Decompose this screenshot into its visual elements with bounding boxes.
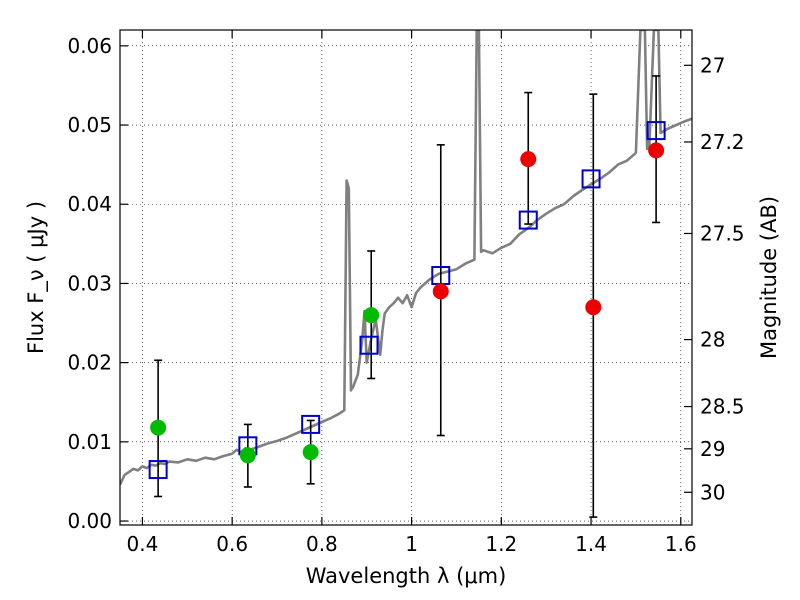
y-tick-label: 0.06 (67, 34, 112, 58)
x-axis-label: Wavelength λ (μm) (306, 564, 507, 588)
green-data-point (239, 447, 256, 464)
y-tick-label: 0.05 (67, 113, 112, 137)
green-data-point (363, 307, 380, 324)
model-square-point (581, 169, 601, 189)
y2-tick-label: 28.5 (700, 395, 745, 419)
y2-tick-label: 27.2 (700, 130, 745, 154)
x-tick-label: 1.6 (665, 532, 697, 556)
x-tick-label: 1 (405, 532, 418, 556)
red-data-point (585, 299, 602, 316)
y2-tick-label: 29 (700, 437, 725, 461)
x-tick-label: 1.4 (575, 532, 607, 556)
y-tick-label: 0.04 (67, 192, 112, 216)
data-markers (148, 121, 666, 480)
axis-ticks: 0.4 0.6 0.8 1 1.2 1.4 1.6 0.00 0.01 0.02 0.03 0.04 0… (67, 30, 745, 556)
grid-lines (120, 30, 692, 525)
spectrum-line (120, 30, 692, 486)
x-tick-label: 0.4 (127, 532, 159, 556)
x-tick-label: 0.6 (216, 532, 248, 556)
y-axis-label: Flux F_ν ( μJy ) (24, 201, 49, 354)
y2-tick-label: 27.5 (700, 221, 745, 245)
y2-tick-label: 30 (700, 480, 725, 504)
x-tick-label: 1.2 (485, 532, 517, 556)
red-data-point (648, 142, 665, 159)
y-tick-label: 0.02 (67, 351, 112, 375)
model-spectrum (120, 30, 692, 486)
plot-frame (119, 29, 693, 526)
model-square-point (359, 335, 379, 355)
model-square-point (148, 460, 168, 480)
model-square-point (646, 121, 666, 141)
y2-tick-label: 28 (700, 328, 725, 352)
y-tick-label: 0.00 (67, 509, 112, 533)
x-tick-label: 0.8 (306, 532, 338, 556)
model-square-point (301, 414, 321, 434)
green-data-point (302, 444, 319, 461)
model-square-point (518, 210, 538, 230)
red-data-point (432, 283, 449, 300)
y-tick-label: 0.03 (67, 271, 112, 295)
y2-axis-label: Magnitude (AB) (757, 196, 781, 359)
axis-labels: Wavelength λ (μm) Flux F_ν ( μJy ) Magni… (24, 196, 781, 588)
green-data-point (150, 419, 167, 436)
y-tick-label: 0.01 (67, 430, 112, 454)
y2-tick-label: 27 (700, 53, 725, 77)
red-data-point (520, 151, 537, 168)
